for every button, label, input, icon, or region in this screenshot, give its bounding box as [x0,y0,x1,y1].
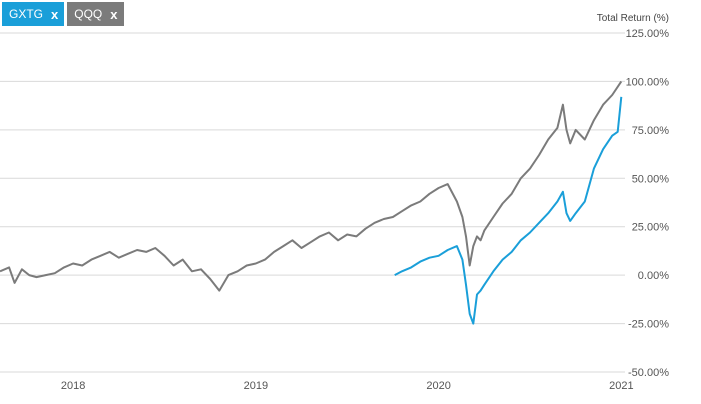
x-tick-label: 2018 [61,380,85,392]
grid-lines [0,32,625,373]
chip-qqq[interactable]: QQQ x [67,2,124,26]
chip-label: QQQ [74,7,103,21]
y-tick-label: 0.00% [638,270,669,282]
chip-label: GXTG [9,7,44,21]
series-line-gxtg [394,96,623,325]
x-tick-label: 2019 [244,380,268,392]
x-tick-labels: 2018 2019 2020 2021 [61,380,634,392]
close-icon[interactable]: x [110,6,118,22]
y-tick-label: 25.00% [632,222,670,234]
x-tick-label: 2021 [609,380,633,392]
y-tick-label: 125.00% [626,28,670,40]
y-tick-label: 75.00% [632,125,670,137]
y-tick-label: 100.00% [626,76,670,88]
y-axis-label: Total Return (%) [597,13,669,24]
y-tick-label: 50.00% [632,173,670,185]
close-icon[interactable]: x [51,6,59,22]
series-line-qqq [0,80,623,292]
y-tick-label: -25.00% [628,319,669,331]
y-tick-label: -50.00% [628,367,669,379]
chip-gxtg[interactable]: GXTG x [2,2,65,26]
y-tick-labels: 125.00% 100.00% 75.00% 50.00% 25.00% 0.00% -25… [626,28,670,379]
series-lines [0,80,623,325]
ticker-chips: GXTG x QQQ x [2,2,124,26]
x-tick-label: 2020 [426,380,450,392]
